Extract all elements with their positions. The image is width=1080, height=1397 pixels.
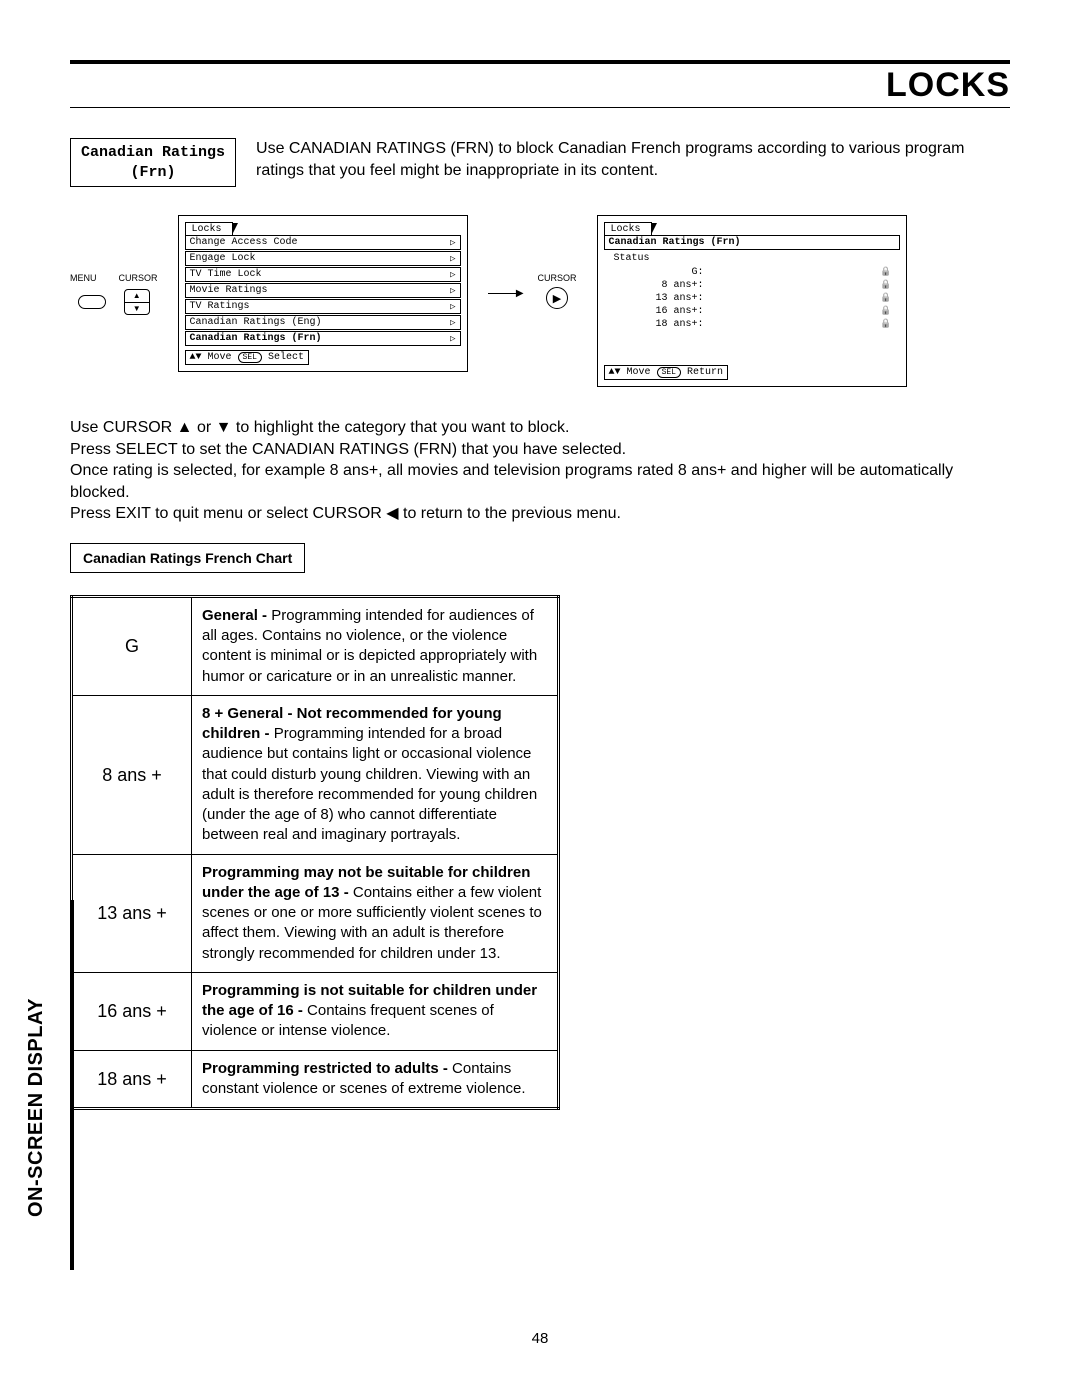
page-title: LOCKS bbox=[886, 66, 1010, 105]
rating-description: Programming may not be suitable for chil… bbox=[192, 854, 559, 972]
ratings-table: GGeneral - Programming intended for audi… bbox=[70, 595, 560, 1110]
instructions: Use CURSOR ▲ or ▼ to highlight the categ… bbox=[70, 417, 1010, 525]
table-row: 8 ans +8 + General - Not recommended for… bbox=[72, 695, 559, 854]
footer-sel-pill-r: SEL bbox=[657, 367, 681, 378]
rating-description: 8 + General - Not recommended for young … bbox=[192, 695, 559, 854]
osd-footer-left: ▲▼ Move SEL Select bbox=[185, 350, 309, 365]
osd-tab-locks: Locks bbox=[185, 222, 233, 236]
footer-action-r: Return bbox=[687, 367, 723, 378]
section-name-line1: Canadian Ratings bbox=[81, 143, 225, 163]
menu-label: MENU bbox=[70, 273, 97, 283]
rating-description: Programming restricted to adults - Conta… bbox=[192, 1050, 559, 1109]
rating-code: G bbox=[72, 596, 192, 695]
status-row: 13 ans+:🔒 bbox=[604, 292, 900, 305]
lock-icon: 🔒 bbox=[880, 293, 891, 304]
instruction-line: Press EXIT to quit menu or select CURSOR… bbox=[70, 503, 1010, 525]
chart-label-box: Canadian Ratings French Chart bbox=[70, 543, 305, 573]
footer-move-r: Move bbox=[627, 367, 651, 378]
remote-buttons: MENU CURSOR ▲▼ bbox=[70, 215, 158, 315]
cursor-right-icon: ▶ bbox=[546, 287, 568, 309]
intro-row: Canadian Ratings (Frn) Use CANADIAN RATI… bbox=[70, 138, 1010, 187]
table-row: GGeneral - Programming intended for audi… bbox=[72, 596, 559, 695]
connector-line: ▶ bbox=[488, 293, 518, 294]
osd-tab-locks-2: Locks bbox=[604, 222, 652, 236]
menu-button-icon bbox=[78, 295, 106, 309]
rating-description: General - Programming intended for audie… bbox=[192, 596, 559, 695]
osd-menu-list: Change Access Code▷Engage Lock▷TV Time L… bbox=[185, 235, 461, 346]
instruction-line: Press SELECT to set the CANADIAN RATINGS… bbox=[70, 439, 1010, 461]
status-row: 16 ans+:🔒 bbox=[604, 305, 900, 318]
instruction-line: Once rating is selected, for example 8 a… bbox=[70, 460, 1010, 503]
osd-menu-item: Canadian Ratings (Eng)▷ bbox=[185, 315, 461, 330]
osd-locks-menu: Locks Change Access Code▷Engage Lock▷TV … bbox=[178, 215, 468, 372]
osd-menu-item: TV Ratings▷ bbox=[185, 299, 461, 314]
osd-ratings-status: Locks Canadian Ratings (Frn) Status G:🔒8… bbox=[597, 215, 907, 387]
osd-menu-item: Canadian Ratings (Frn)▷ bbox=[185, 331, 461, 346]
lock-icon: 🔒 bbox=[880, 306, 891, 317]
rating-code: 18 ans + bbox=[72, 1050, 192, 1109]
cursor-label: CURSOR bbox=[119, 273, 158, 283]
osd-menu-item: Change Access Code▷ bbox=[185, 235, 461, 250]
osd-footer-right: ▲▼ Move SEL Return bbox=[604, 365, 728, 380]
cursor-label-2: CURSOR bbox=[538, 273, 577, 283]
rating-code: 8 ans + bbox=[72, 695, 192, 854]
rating-description: Programming is not suitable for children… bbox=[192, 972, 559, 1050]
status-row: G:🔒 bbox=[604, 266, 900, 279]
osd-menu-item: TV Time Lock▷ bbox=[185, 267, 461, 282]
rating-code: 13 ans + bbox=[72, 854, 192, 972]
footer-action: Select bbox=[268, 352, 304, 363]
section-name-box: Canadian Ratings (Frn) bbox=[70, 138, 236, 187]
cursor-right-block: CURSOR ▶ bbox=[538, 215, 577, 309]
intro-text: Use CANADIAN RATINGS (FRN) to block Cana… bbox=[256, 138, 1010, 187]
page-content: LOCKS Canadian Ratings (Frn) Use CANADIA… bbox=[70, 60, 1010, 1110]
lock-icon: 🔒 bbox=[880, 280, 891, 291]
table-row: 16 ans +Programming is not suitable for … bbox=[72, 972, 559, 1050]
footer-move: Move bbox=[208, 352, 232, 363]
footer-sel-pill: SEL bbox=[238, 352, 262, 363]
osd-menu-item: Engage Lock▷ bbox=[185, 251, 461, 266]
top-rule bbox=[70, 60, 1010, 64]
osd-menu-item: Movie Ratings▷ bbox=[185, 283, 461, 298]
diagram-row: MENU CURSOR ▲▼ Locks Change Access Code▷… bbox=[70, 215, 1010, 387]
lock-icon: 🔒 bbox=[880, 319, 891, 330]
page-number: 48 bbox=[532, 1330, 549, 1347]
table-row: 13 ans +Programming may not be suitable … bbox=[72, 854, 559, 972]
side-tab-bar bbox=[70, 900, 74, 1270]
status-rows: G:🔒8 ans+:🔒13 ans+:🔒16 ans+:🔒18 ans+:🔒 bbox=[604, 266, 900, 331]
rating-code: 16 ans + bbox=[72, 972, 192, 1050]
table-row: 18 ans +Programming restricted to adults… bbox=[72, 1050, 559, 1109]
status-label: Status bbox=[604, 251, 900, 266]
status-row: 18 ans+:🔒 bbox=[604, 318, 900, 331]
lock-icon: 🔒 bbox=[880, 267, 891, 278]
status-row: 8 ans+:🔒 bbox=[604, 279, 900, 292]
cursor-updown-icon: ▲▼ bbox=[124, 289, 150, 315]
section-name-line2: (Frn) bbox=[81, 163, 225, 183]
side-tab-label: ON-SCREEN DISPLAY bbox=[25, 998, 48, 1217]
osd-subtab: Canadian Ratings (Frn) bbox=[604, 235, 900, 250]
instruction-line: Use CURSOR ▲ or ▼ to highlight the categ… bbox=[70, 417, 1010, 439]
title-row: LOCKS bbox=[70, 66, 1010, 108]
